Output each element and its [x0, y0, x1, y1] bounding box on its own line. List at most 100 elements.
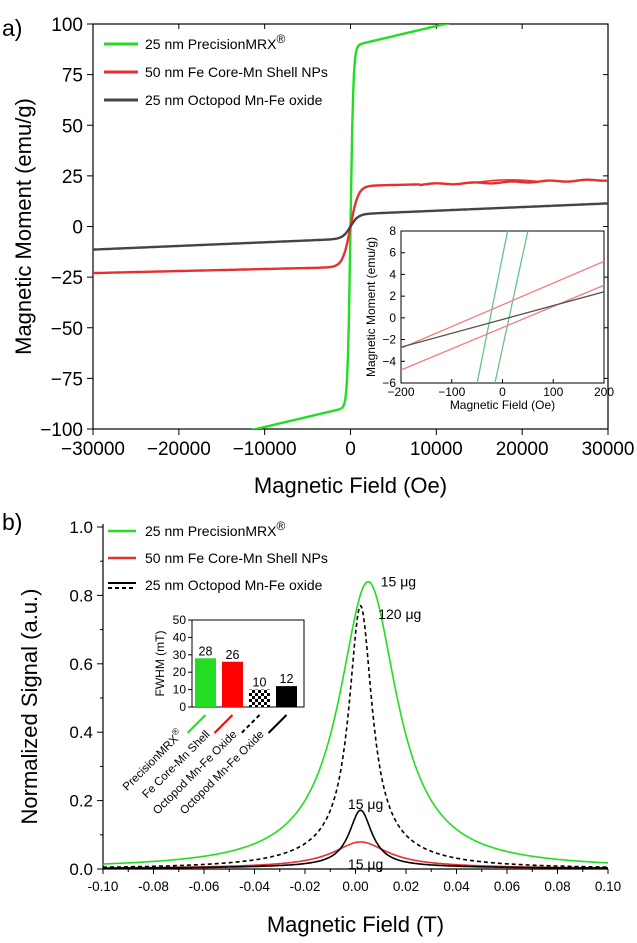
chart-b: -0.10 -0.08 -0.06 -0.04 -0.02 0.00 0.02 0.04 0.0… — [17, 518, 621, 937]
y-tick-label-b: 0.4 — [69, 723, 93, 742]
x-tick-label-b: -0.04 — [239, 879, 270, 894]
inset-b-y-label: FWHM (mT) — [153, 631, 167, 697]
inset-a-x-tick-label: 0 — [499, 385, 506, 399]
x-tick-label-b: 0.04 — [443, 879, 470, 894]
inset-b-bar — [249, 689, 270, 707]
series-group-b — [103, 580, 608, 869]
x-tick-label-b: 0.10 — [595, 879, 621, 894]
inset-a-y-tick-label: −4 — [382, 354, 396, 368]
chart-a: −30000 −20000 −10000 0 10000 20000 30000−100−7… — [11, 15, 635, 498]
legend-label-b: 25 nm Octopod Mn-Fe oxide — [145, 577, 323, 593]
x-tick-label-a: 10000 — [410, 439, 463, 460]
inset-a-y-tick-label: 0 — [389, 311, 396, 325]
series-group-a — [93, 24, 608, 429]
legend-label-a: 50 nm Fe Core-Mn Shell NPs — [145, 64, 328, 80]
inset-b-bar-label: 10 — [253, 676, 267, 690]
inset-b-bar — [195, 658, 216, 707]
inset-a-y-tick-label: 6 — [389, 246, 396, 260]
x-tick-label-a: −20000 — [147, 439, 211, 460]
y-tick-label-b: 1.0 — [69, 518, 93, 537]
y-tick-label-a: −100 — [40, 420, 83, 441]
inset-a-x-tick-label: 200 — [594, 385, 614, 399]
x-axis-label-a: Magnetic Field (Oe) — [254, 473, 447, 498]
inset-a-y-tick-label: −6 — [382, 376, 396, 390]
panel-b-letter: b) — [2, 509, 22, 535]
inset-a-y-tick-label: 8 — [389, 224, 396, 238]
inset-b-category-line — [213, 714, 234, 734]
y-tick-label-a: 0 — [72, 218, 83, 239]
series-line-b-0 — [103, 580, 608, 865]
annotation-b: 15 μg — [381, 574, 416, 590]
y-tick-label-a: 25 — [62, 167, 83, 188]
y-tick-label-a: 75 — [62, 66, 83, 87]
inset-a-line-2 — [401, 291, 604, 348]
legend-label-a: 25 nm Octopod Mn-Fe oxide — [145, 92, 323, 108]
inset-a-x-label: Magnetic Field (Oe) — [450, 398, 555, 412]
inset-a-y-label: Magnetic Moment (emu/g) — [364, 237, 378, 377]
inset-a-y-tick-label: −2 — [382, 333, 396, 347]
x-tick-label-b: -0.10 — [88, 879, 119, 894]
annotation-b: 120 μg — [378, 606, 421, 622]
x-tick-label-a: −30000 — [61, 439, 125, 460]
inset-b-y-tick-label: 0 — [179, 700, 186, 714]
legend-label-a: 25 nm PrecisionMRX® — [145, 32, 286, 52]
x-tick-label-a: 30000 — [582, 439, 635, 460]
x-tick-label-b: 0.08 — [544, 879, 570, 894]
annotation-b: 15 μg — [348, 856, 383, 872]
y-tick-label-a: −50 — [51, 319, 83, 340]
inset-a-line-0 — [494, 231, 529, 383]
series-line-a-2 — [93, 202, 608, 251]
inset-a-line-1 — [401, 284, 604, 371]
inset-a-y-tick-label: 2 — [389, 289, 396, 303]
series-line-b-2 — [103, 809, 608, 869]
x-tick-label-a: 20000 — [496, 439, 549, 460]
y-tick-label-a: −25 — [51, 268, 83, 289]
inset-b-bar — [222, 661, 243, 707]
inset-b-y-tick-label: 20 — [173, 665, 187, 679]
inset-b-category-line — [267, 714, 288, 734]
legend-label-b: 25 nm PrecisionMRX® — [145, 519, 286, 539]
inset-a-line-0 — [476, 231, 509, 383]
x-tick-label-b: 0.02 — [393, 879, 419, 894]
y-tick-label-b: 0.0 — [69, 860, 93, 879]
inset-b-bar-label: 12 — [280, 672, 294, 686]
x-tick-label-b: -0.02 — [290, 879, 321, 894]
series-loop-a-1 — [470, 179, 540, 184]
x-axis-label-b: Magnetic Field (T) — [267, 912, 444, 937]
annotation-b: 15 μg — [348, 796, 383, 812]
inset-a-line-1 — [401, 260, 604, 349]
x-tick-label-a: −10000 — [233, 439, 297, 460]
legend-label-b: 50 nm Fe Core-Mn Shell NPs — [145, 550, 328, 566]
inset-b-bar — [276, 686, 297, 707]
x-tick-label-b: -0.06 — [189, 879, 220, 894]
y-tick-label-a: 50 — [62, 116, 83, 137]
y-tick-label-a: 100 — [51, 15, 83, 36]
y-axis-label-a: Magnetic Moment (emu/g) — [11, 98, 36, 355]
inset-a-series — [401, 231, 604, 383]
inset-b-bar-label: 26 — [226, 648, 240, 662]
y-tick-label-b: 0.8 — [69, 586, 93, 605]
inset-b-y-tick-label: 50 — [173, 613, 187, 627]
inset-b-bar-label: 28 — [199, 644, 213, 658]
inset-b-y-tick-label: 10 — [173, 683, 187, 697]
inset-b-y-tick-label: 30 — [173, 648, 187, 662]
x-tick-label-b: 0.06 — [494, 879, 520, 894]
y-tick-label-b: 0.2 — [69, 792, 93, 811]
inset-b-y-tick-label: 40 — [173, 630, 187, 644]
panel-a-letter: a) — [2, 15, 22, 41]
y-tick-label-a: −75 — [51, 369, 83, 390]
y-axis-label-b: Normalized Signal (a.u.) — [17, 589, 42, 825]
x-tick-label-b: 0.00 — [342, 879, 368, 894]
inset-b-frame — [191, 619, 305, 708]
y-tick-label-b: 0.6 — [69, 655, 93, 674]
x-tick-label-b: -0.08 — [138, 879, 169, 894]
inset-a-x-tick-label: −200 — [387, 385, 414, 399]
inset-b-category-line — [186, 714, 207, 734]
inset-a-y-tick-label: 4 — [389, 267, 396, 281]
x-tick-label-a: 0 — [345, 439, 356, 460]
inset-a-x-tick-label: 100 — [543, 385, 563, 399]
inset-a-x-tick-label: −100 — [438, 385, 465, 399]
inset-b-category-line — [240, 714, 261, 734]
series-line-b-3 — [103, 604, 608, 869]
